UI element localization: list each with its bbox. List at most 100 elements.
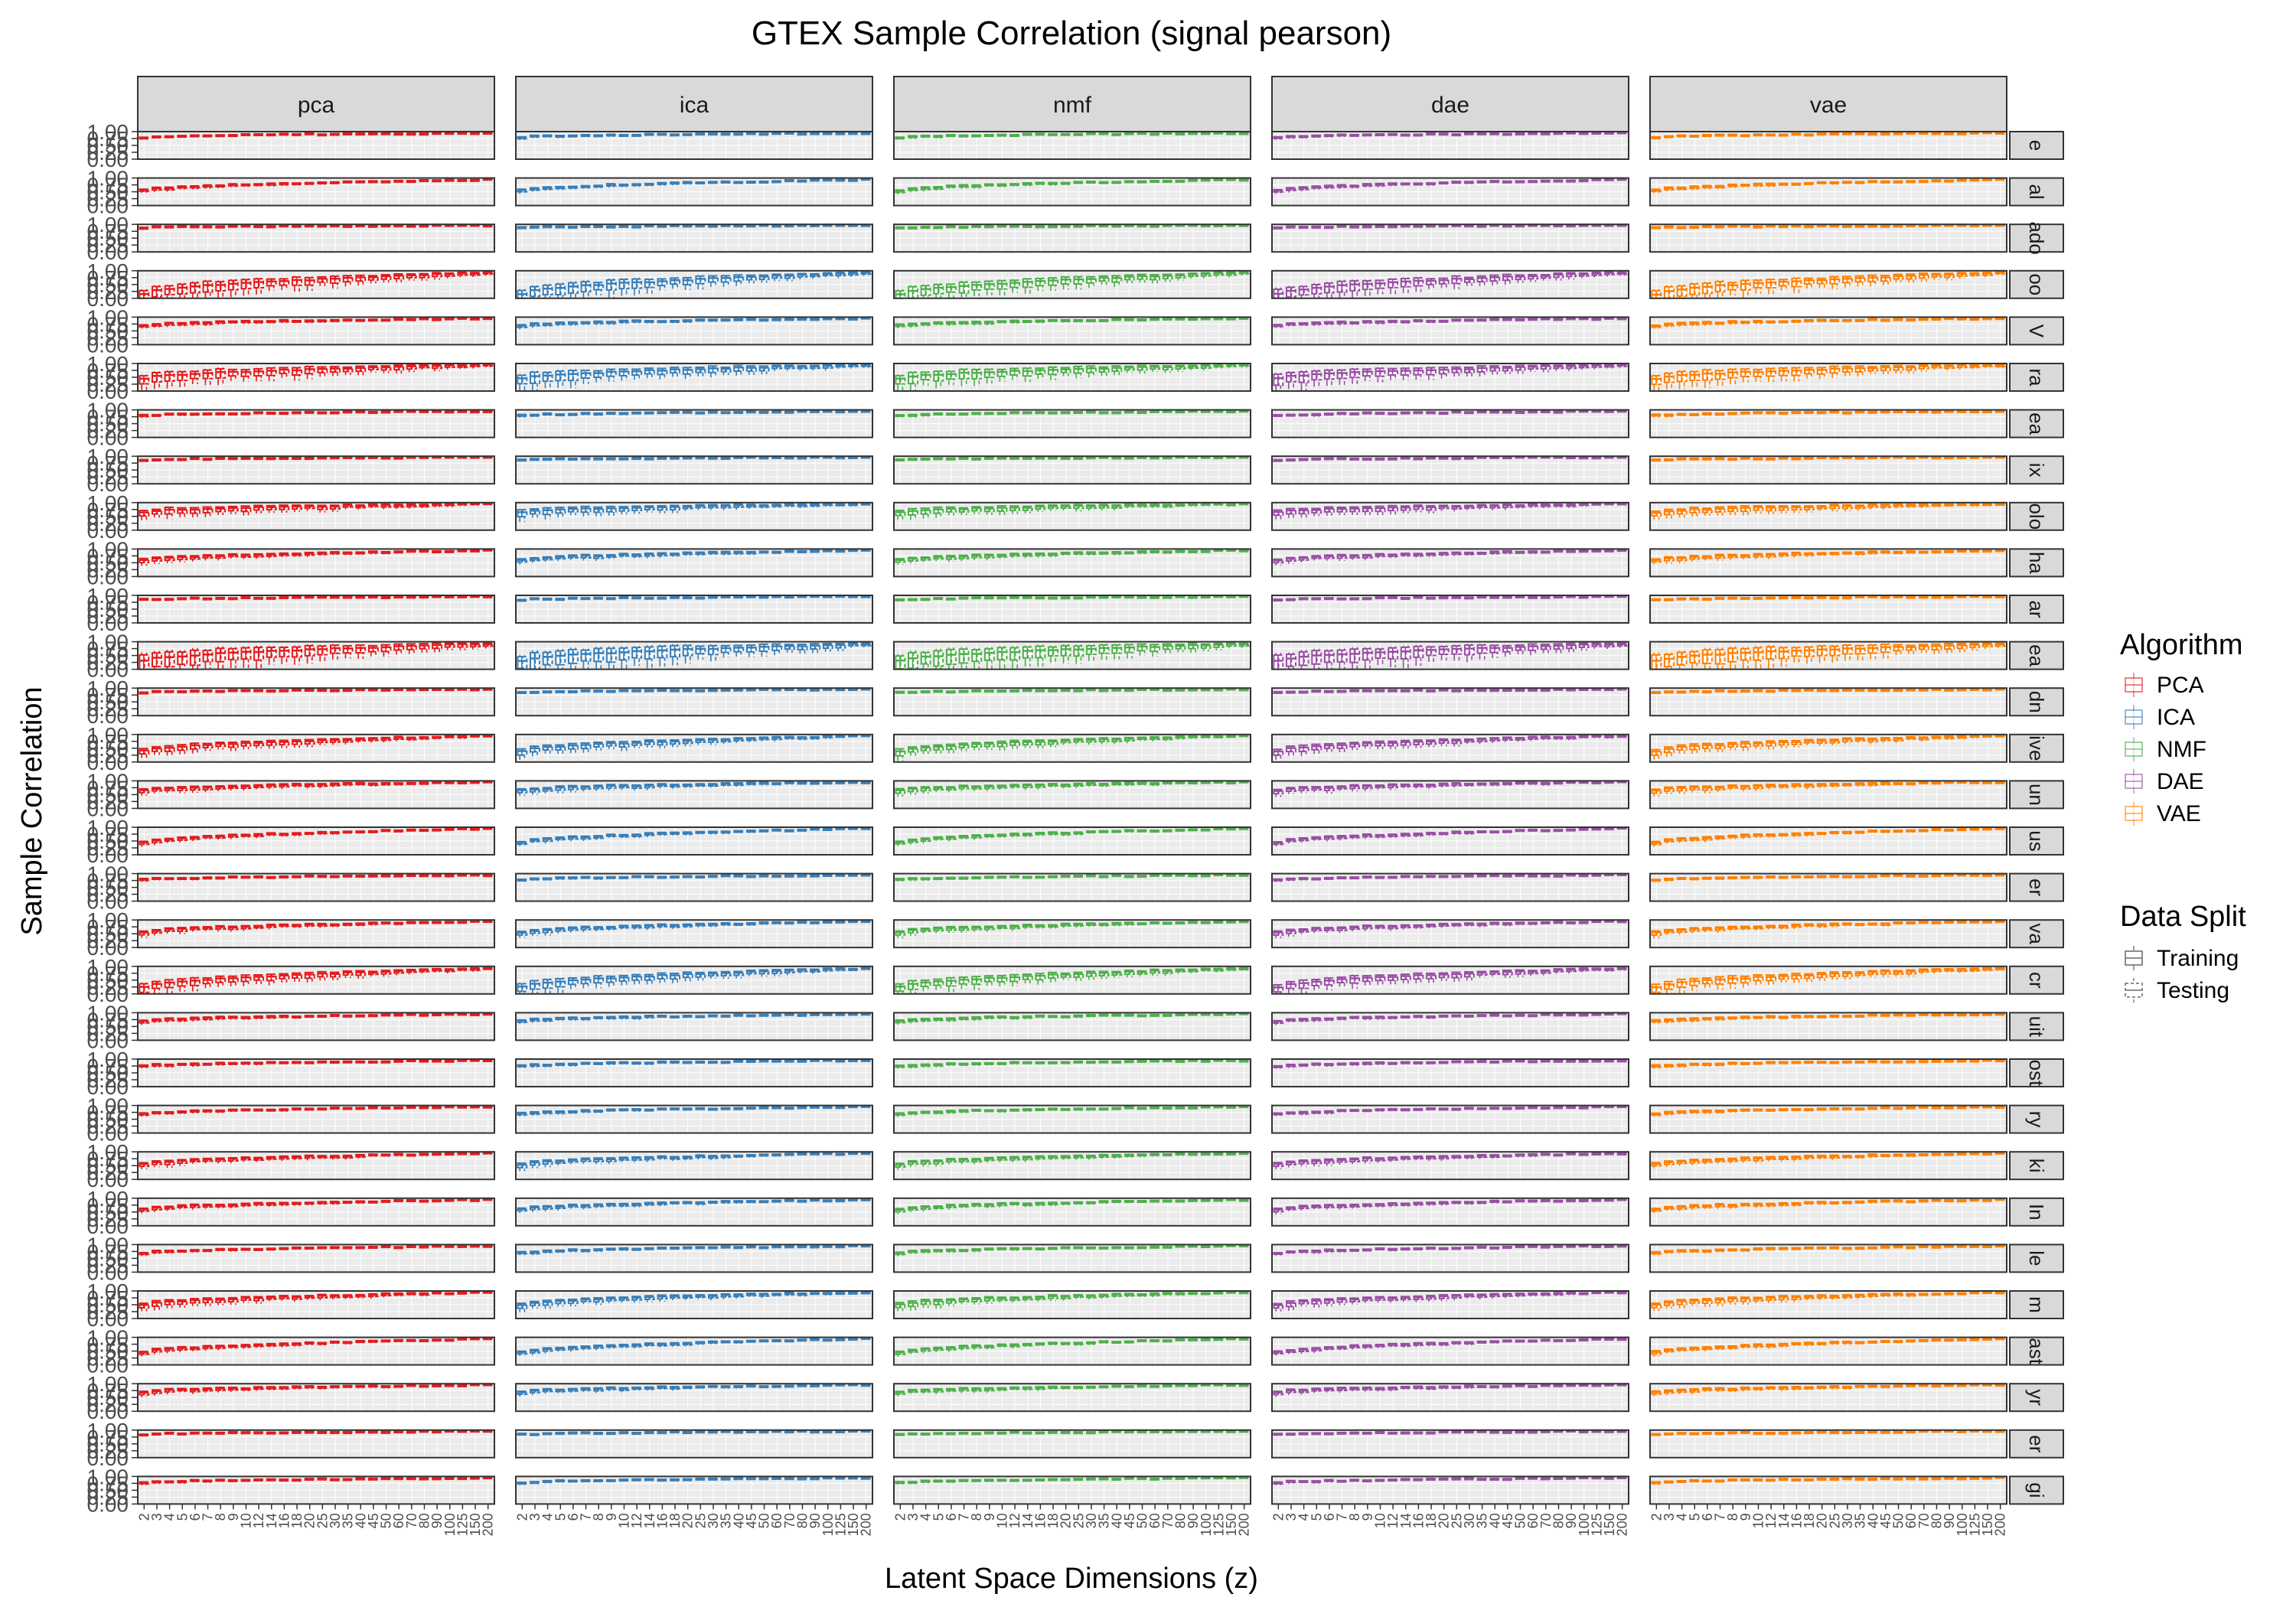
box-training xyxy=(1163,132,1168,134)
box-training xyxy=(1881,133,1886,135)
box-testing xyxy=(475,180,480,181)
box-testing xyxy=(425,133,429,135)
box-testing xyxy=(2001,132,2005,134)
box-testing xyxy=(1231,133,1236,135)
chart-title: GTEX Sample Correlation (signal pearson) xyxy=(752,15,1391,52)
box-testing xyxy=(1797,133,1802,135)
box-training xyxy=(947,135,951,138)
box-testing xyxy=(323,134,328,135)
box-training xyxy=(471,180,475,181)
box-training xyxy=(356,133,360,135)
box-testing xyxy=(573,135,578,137)
box-testing xyxy=(386,181,391,182)
box-training xyxy=(1945,133,1949,135)
box-testing xyxy=(1181,181,1186,182)
box-training xyxy=(985,135,990,137)
box-training xyxy=(484,132,488,134)
box-training xyxy=(432,132,437,134)
panel-strip-label: nmf xyxy=(1053,93,1092,118)
box-testing xyxy=(1244,179,1249,181)
box-training xyxy=(292,183,297,185)
box-training xyxy=(1766,134,1771,136)
box-testing xyxy=(335,133,340,135)
box-training xyxy=(407,181,412,183)
box-training xyxy=(998,134,1003,136)
box-testing xyxy=(373,133,378,135)
box-training xyxy=(1062,134,1066,136)
box-training xyxy=(1665,135,1669,138)
box-testing xyxy=(348,181,353,184)
y-axis-ticks: 1.000.750.500.250.00 xyxy=(87,120,139,171)
box-testing xyxy=(297,134,302,135)
box-training xyxy=(1074,134,1078,135)
box-testing xyxy=(450,132,455,134)
box-training xyxy=(1363,134,1368,136)
box-testing xyxy=(803,133,807,135)
box-training xyxy=(1754,134,1759,136)
box-training xyxy=(318,182,322,185)
box-testing xyxy=(310,182,315,184)
box-testing xyxy=(195,135,200,137)
box-training xyxy=(1227,179,1231,181)
box-training xyxy=(1150,133,1155,135)
box-training xyxy=(543,135,548,137)
box-testing xyxy=(1193,132,1198,134)
box-testing xyxy=(1508,181,1512,184)
box-training xyxy=(216,135,220,137)
box-training xyxy=(1376,134,1381,136)
box-training xyxy=(645,133,650,135)
box-testing xyxy=(752,132,756,134)
box-training xyxy=(1490,181,1495,183)
box-testing xyxy=(272,134,276,136)
box-testing xyxy=(1444,133,1449,135)
box-training xyxy=(1350,135,1355,137)
box-testing xyxy=(335,182,340,184)
box-testing xyxy=(297,183,302,185)
box-testing xyxy=(1657,137,1662,140)
box-training xyxy=(1478,133,1482,135)
box-training xyxy=(1528,132,1533,134)
box-testing xyxy=(1759,134,1763,136)
box-training xyxy=(1919,132,1924,134)
box-training xyxy=(1300,135,1304,139)
box-training xyxy=(1541,181,1546,182)
box-testing xyxy=(650,184,654,187)
box-training xyxy=(1580,180,1584,181)
box-training xyxy=(1516,181,1521,182)
box-training xyxy=(594,135,598,137)
box-training xyxy=(305,182,310,184)
box-testing xyxy=(765,133,769,135)
box-testing xyxy=(1406,134,1411,136)
box-training xyxy=(407,133,412,135)
box-testing xyxy=(866,132,871,134)
box-testing xyxy=(1219,179,1224,181)
box-training xyxy=(1592,179,1596,181)
box-training xyxy=(696,133,700,135)
box-training xyxy=(849,132,853,134)
box-testing xyxy=(1597,132,1602,134)
box-training xyxy=(1214,179,1218,181)
box-training xyxy=(972,135,977,137)
box-testing xyxy=(1015,135,1019,137)
box-training xyxy=(1214,132,1218,134)
box-testing xyxy=(475,132,480,134)
box-testing xyxy=(220,135,225,137)
box-testing xyxy=(1181,133,1186,135)
row-strip-label: al xyxy=(2025,184,2048,199)
box-training xyxy=(1087,133,1091,135)
box-testing xyxy=(399,133,403,135)
x-axis-label: Latent Space Dimensions (z) xyxy=(885,1563,1258,1595)
box-training xyxy=(1478,181,1482,183)
box-training xyxy=(1716,134,1720,136)
box-testing xyxy=(373,181,378,183)
box-training xyxy=(734,133,739,135)
panel-dae xyxy=(1272,132,1629,159)
box-testing xyxy=(1809,134,1814,135)
box-testing xyxy=(1911,132,1916,134)
box-testing xyxy=(1079,181,1084,184)
box-testing xyxy=(463,180,468,181)
box-testing xyxy=(399,181,403,183)
box-testing xyxy=(726,133,731,135)
box-training xyxy=(1792,133,1796,135)
box-training xyxy=(1805,134,1809,135)
